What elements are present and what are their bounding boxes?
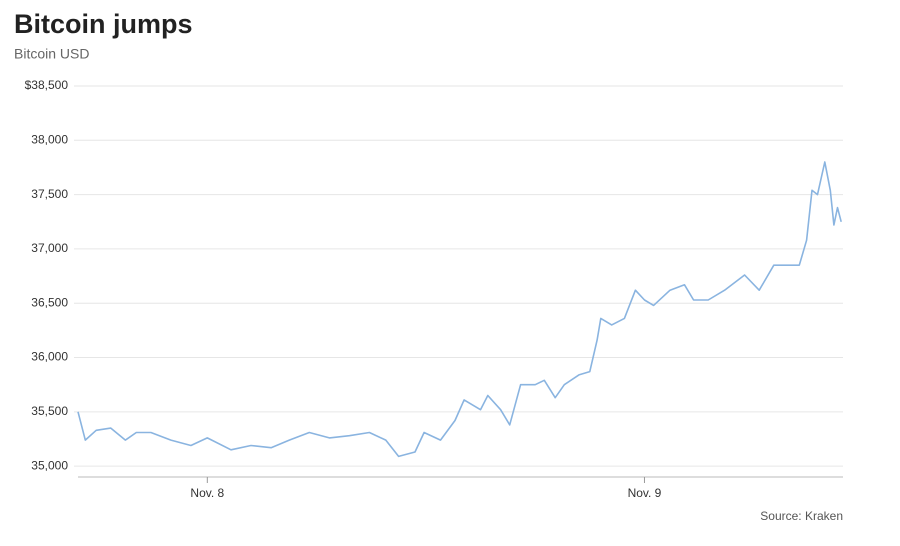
- y-tick-label: 35,000: [31, 458, 68, 472]
- y-tick-label: 36,000: [31, 350, 68, 364]
- x-tick-label: Nov. 8: [190, 486, 224, 500]
- data-line: [77, 161, 842, 458]
- chart-title: Bitcoin jumps: [14, 9, 193, 39]
- y-tick-label: 38,000: [31, 132, 68, 146]
- chart-subtitle: Bitcoin USD: [14, 46, 89, 62]
- y-tick-label: 37,000: [31, 241, 68, 255]
- y-tick-label: 36,500: [31, 295, 68, 309]
- x-tick-label: Nov. 9: [628, 486, 662, 500]
- y-tick-label: $38,500: [25, 78, 69, 92]
- y-tick-label: 35,500: [31, 404, 68, 418]
- source-note: Source: Kraken: [760, 509, 843, 523]
- y-tick-label: 37,500: [31, 187, 68, 201]
